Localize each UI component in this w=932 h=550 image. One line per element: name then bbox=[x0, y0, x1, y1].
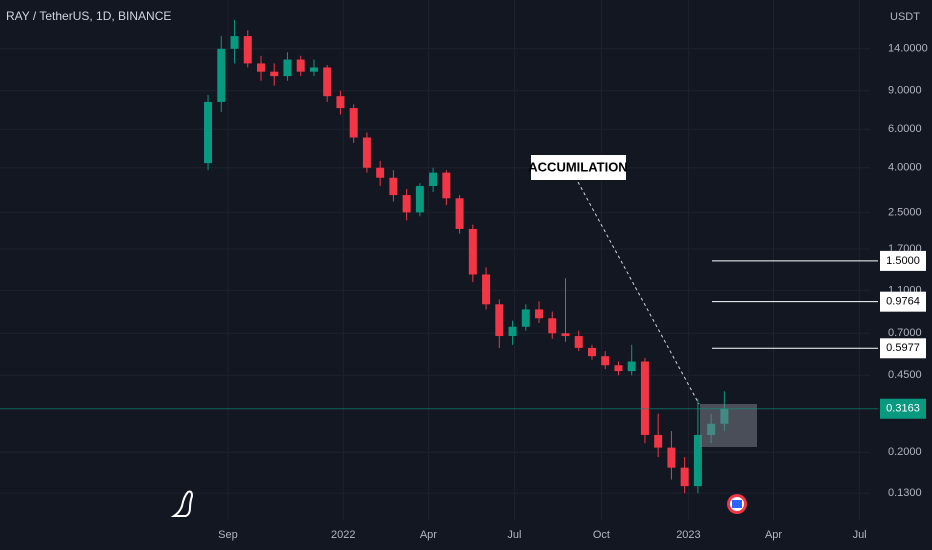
price-label-box bbox=[880, 338, 926, 359]
logo[interactable] bbox=[170, 490, 194, 517]
candle-body bbox=[402, 195, 411, 213]
last-price-label: 0.3163 bbox=[886, 403, 920, 415]
price-label: 0.5977 bbox=[886, 342, 920, 354]
x-tick-label: 2022 bbox=[331, 529, 355, 541]
candle-body bbox=[217, 48, 226, 102]
y-tick-label: 9.0000 bbox=[888, 85, 922, 97]
candle-body bbox=[535, 309, 544, 319]
candle-body bbox=[415, 186, 424, 213]
candle-body bbox=[482, 274, 491, 305]
x-tick-label: Jul bbox=[853, 529, 867, 541]
candle-body bbox=[654, 434, 663, 448]
candle-body bbox=[362, 137, 371, 168]
candle-body bbox=[336, 96, 345, 109]
candle-body bbox=[495, 304, 504, 337]
candle-body bbox=[455, 198, 464, 229]
y-tick-label: 0.1300 bbox=[888, 487, 922, 499]
candle-body bbox=[429, 172, 438, 187]
candle-body bbox=[230, 36, 239, 49]
annotation-box bbox=[531, 155, 626, 180]
x-tick-label: Oct bbox=[593, 529, 610, 541]
price-label-box bbox=[880, 250, 926, 271]
candle-body bbox=[243, 36, 252, 64]
x-tick-label: Sep bbox=[218, 529, 238, 541]
candle-body bbox=[204, 101, 213, 164]
candle-body bbox=[270, 71, 279, 77]
candle-body bbox=[680, 467, 689, 487]
y-tick-label: 14.0000 bbox=[888, 43, 928, 55]
y-tick-label: 2.5000 bbox=[888, 206, 922, 218]
candle-body bbox=[614, 365, 623, 372]
x-tick-label: Apr bbox=[420, 529, 437, 541]
y-tick-label: 4.0000 bbox=[888, 162, 922, 174]
x-tick-label: Apr bbox=[765, 529, 782, 541]
candles bbox=[204, 19, 729, 494]
last-price-box bbox=[880, 398, 926, 419]
event-icon[interactable] bbox=[727, 494, 747, 514]
candle-body bbox=[323, 67, 332, 97]
candle-body bbox=[296, 59, 305, 72]
candle-body bbox=[640, 361, 649, 435]
chart-title: RAY / TetherUS, 1D, BINANCE bbox=[6, 9, 171, 23]
candle-body bbox=[257, 63, 265, 72]
candle-body bbox=[601, 356, 610, 366]
y-tick-label: 0.7000 bbox=[888, 327, 922, 339]
candle-body bbox=[389, 177, 398, 196]
candle-body bbox=[667, 447, 676, 468]
y-tick-label: 0.2000 bbox=[888, 446, 922, 458]
candle-body bbox=[508, 326, 517, 337]
y-tick-label: 0.4500 bbox=[888, 369, 922, 381]
grid bbox=[0, 0, 870, 520]
candle-body bbox=[627, 361, 636, 372]
x-tick-label: Jul bbox=[507, 529, 521, 541]
candle-body bbox=[283, 59, 292, 77]
x-tick-label: 2023 bbox=[676, 529, 700, 541]
candle-body bbox=[574, 336, 583, 348]
candle-body bbox=[309, 67, 318, 72]
candle-body bbox=[376, 167, 385, 178]
y-unit: USDT bbox=[890, 11, 920, 23]
y-tick-label: 6.0000 bbox=[888, 123, 922, 135]
annotation-arrow bbox=[577, 181, 700, 405]
price-label: 1.5000 bbox=[886, 255, 920, 267]
candle-body bbox=[561, 333, 570, 337]
candle-body bbox=[349, 108, 358, 138]
price-label-box bbox=[880, 291, 926, 312]
candle-body bbox=[693, 434, 702, 487]
candle-body bbox=[548, 318, 557, 334]
accumulation-box bbox=[700, 404, 757, 447]
candle-body bbox=[468, 228, 477, 275]
overlay: 14.00009.00006.00004.00002.50001.70001.1… bbox=[0, 43, 928, 541]
candle-body bbox=[587, 347, 596, 357]
price-label: 0.9764 bbox=[886, 296, 920, 308]
candle-body bbox=[442, 172, 451, 199]
annotation: ACCUMILATION bbox=[528, 159, 627, 174]
candle-body bbox=[521, 309, 530, 327]
